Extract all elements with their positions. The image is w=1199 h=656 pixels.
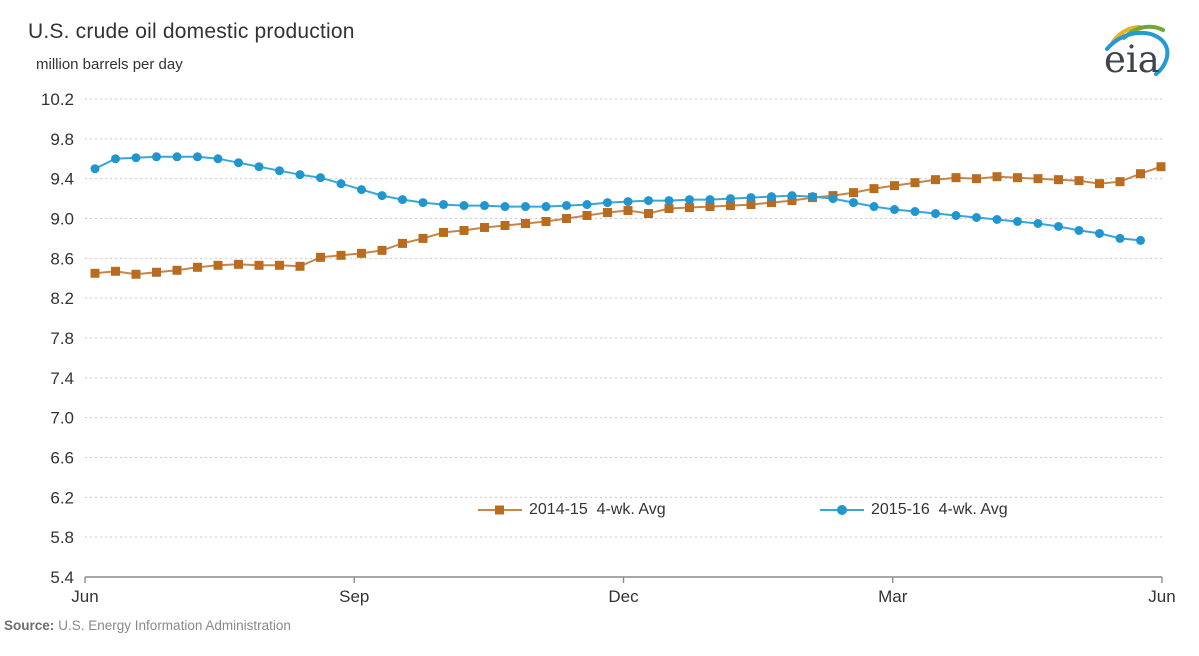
legend-marker-circle bbox=[820, 505, 864, 515]
svg-text:10.2: 10.2 bbox=[41, 90, 74, 109]
svg-text:6.2: 6.2 bbox=[50, 488, 74, 507]
svg-text:7.4: 7.4 bbox=[50, 369, 74, 388]
svg-text:9.8: 9.8 bbox=[50, 130, 74, 149]
legend-item-2015-16: 2015-16 4-wk. Avg bbox=[820, 501, 1008, 519]
svg-text:8.2: 8.2 bbox=[50, 289, 74, 308]
svg-text:5.8: 5.8 bbox=[50, 528, 74, 547]
eia-logo-text: eia bbox=[1104, 38, 1160, 80]
eia-logo: eia bbox=[1104, 24, 1170, 80]
svg-text:7.8: 7.8 bbox=[50, 329, 74, 348]
eia-logo-blue-swoosh bbox=[1105, 31, 1170, 76]
source-attribution: Source: U.S. Energy Information Administr… bbox=[4, 618, 291, 633]
chart-title: U.S. crude oil domestic production bbox=[28, 20, 355, 43]
legend-label-2014-15: 2014-15 4-wk. Avg bbox=[529, 501, 666, 518]
svg-text:9.4: 9.4 bbox=[50, 170, 74, 189]
svg-text:Jun: Jun bbox=[71, 587, 98, 606]
source-label: Source: bbox=[4, 618, 55, 633]
chart-axis-unit-label: million barrels per day bbox=[36, 56, 183, 73]
svg-text:7.0: 7.0 bbox=[50, 409, 74, 428]
svg-text:9.0: 9.0 bbox=[50, 210, 74, 229]
svg-text:Sep: Sep bbox=[339, 587, 369, 606]
svg-text:6.6: 6.6 bbox=[50, 449, 74, 468]
legend-marker-square bbox=[478, 505, 522, 515]
svg-text:Mar: Mar bbox=[878, 587, 908, 606]
svg-text:Jun: Jun bbox=[1148, 587, 1175, 606]
svg-text:8.6: 8.6 bbox=[50, 249, 74, 268]
source-text: U.S. Energy Information Administration bbox=[58, 618, 291, 633]
svg-text:5.4: 5.4 bbox=[50, 568, 74, 587]
legend-label-2015-16: 2015-16 4-wk. Avg bbox=[871, 501, 1008, 518]
legend-item-2014-15: 2014-15 4-wk. Avg bbox=[478, 501, 666, 519]
svg-text:Dec: Dec bbox=[608, 587, 639, 606]
